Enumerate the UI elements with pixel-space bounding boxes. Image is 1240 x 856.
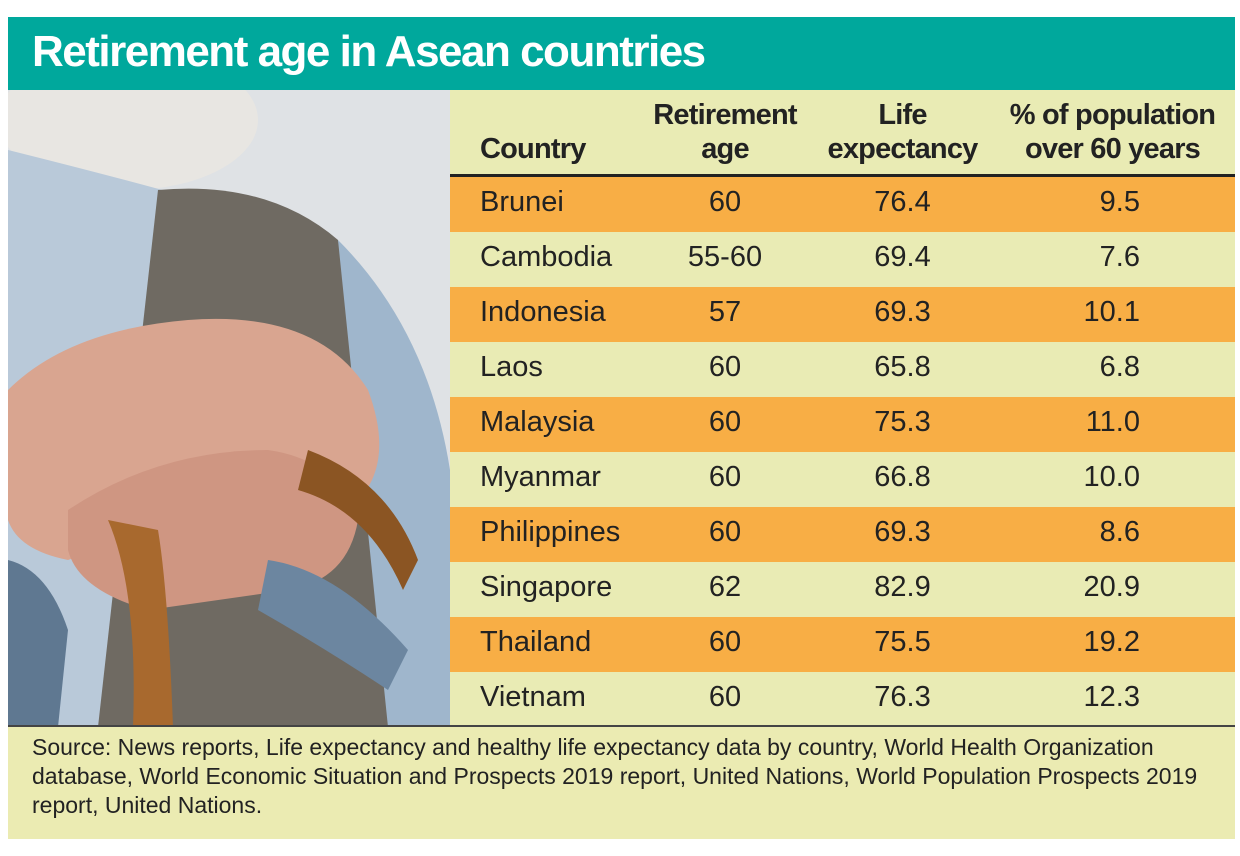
chart-title: Retirement age in Asean countries xyxy=(32,27,706,76)
life-expectancy-cell: 76.3 xyxy=(874,681,931,713)
column-header-line: Country xyxy=(480,133,586,165)
retirement-age-cell: 60 xyxy=(708,406,742,438)
retirement-age-cell: 62 xyxy=(708,571,742,603)
pct-over-60-cell: 6.8 xyxy=(1099,351,1140,383)
pct-over-60-cell: 11.0 xyxy=(1085,406,1140,438)
country-cell: Vietnam xyxy=(480,681,586,713)
pct-over-60-cell: 20.9 xyxy=(1083,571,1140,603)
column-header: % of population over 60 years xyxy=(995,98,1230,166)
table-row: Singapore 62 82.9 20.9 xyxy=(450,562,1235,617)
country-cell: Myanmar xyxy=(480,461,601,493)
pct-over-60-cell: 7.6 xyxy=(1099,241,1140,273)
life-expectancy-cell: 69.3 xyxy=(874,516,931,548)
life-expectancy-cell: 82.9 xyxy=(874,571,931,603)
column-header-line: Retirement xyxy=(653,99,797,131)
retirement-age-cell: 60 xyxy=(708,681,742,713)
country-cell: Laos xyxy=(480,351,543,383)
country-cell: Malaysia xyxy=(480,406,595,438)
pct-over-60-cell: 8.6 xyxy=(1099,516,1140,548)
title-bar: Retirement age in Asean countries xyxy=(8,17,1235,90)
life-expectancy-cell: 65.8 xyxy=(874,351,931,383)
table-row: Cambodia 55-60 69.4 7.6 xyxy=(450,232,1235,287)
life-expectancy-cell: 75.5 xyxy=(874,626,931,658)
retirement-table: Country Retirement age Life expectancy% of p… xyxy=(450,90,1235,727)
infographic-card: Retirement age in Asean countries Countr… xyxy=(8,17,1235,839)
country-cell: Singapore xyxy=(480,571,613,603)
retirement-age-cell: 60 xyxy=(708,351,742,383)
table-row: Laos 60 65.8 6.8 xyxy=(450,342,1235,397)
life-expectancy-cell: 69.3 xyxy=(874,296,931,328)
life-expectancy-cell: 75.3 xyxy=(874,406,931,438)
country-cell: Indonesia xyxy=(480,296,606,328)
table-row: Thailand 60 75.5 19.2 xyxy=(450,617,1235,672)
elderly-hands-on-cane-photo xyxy=(8,90,450,727)
retirement-age-cell: 57 xyxy=(708,296,742,328)
table-row: Brunei 60 76.4 9.5 xyxy=(450,177,1235,232)
pct-over-60-cell: 10.0 xyxy=(1083,461,1140,493)
retirement-age-cell: 60 xyxy=(708,186,742,218)
column-header: Country xyxy=(480,132,630,166)
table-row: Philippines 60 69.3 8.6 xyxy=(450,507,1235,562)
country-cell: Thailand xyxy=(480,626,592,658)
retirement-age-cell: 60 xyxy=(708,516,742,548)
column-header-line: % of population xyxy=(1009,99,1216,131)
column-header-line: age xyxy=(701,133,749,165)
divider xyxy=(8,725,1235,727)
pct-over-60-cell: 19.2 xyxy=(1083,626,1140,658)
table-header: Country Retirement age Life expectancy% of p… xyxy=(450,90,1235,177)
column-header-line: over 60 years xyxy=(1024,133,1201,165)
pct-over-60-cell: 12.3 xyxy=(1083,681,1140,713)
country-cell: Philippines xyxy=(480,516,621,548)
table-row: Myanmar 60 66.8 10.0 xyxy=(450,452,1235,507)
retirement-age-cell: 60 xyxy=(708,461,742,493)
column-header-line: Life xyxy=(878,99,927,131)
country-cell: Cambodia xyxy=(480,241,613,273)
pct-over-60-cell: 10.1 xyxy=(1083,296,1140,328)
source-note: Source: News reports, Life expectancy an… xyxy=(32,734,1198,818)
column-header-line: expectancy xyxy=(827,133,979,165)
life-expectancy-cell: 76.4 xyxy=(874,186,931,218)
table-row: Vietnam 60 76.3 12.3 xyxy=(450,672,1235,727)
country-cell: Brunei xyxy=(480,186,564,218)
column-header: Retirement age xyxy=(640,98,810,166)
table-row: Malaysia 60 75.3 11.0 xyxy=(450,397,1235,452)
pct-over-60-cell: 9.5 xyxy=(1099,186,1140,218)
retirement-age-cell: 60 xyxy=(708,626,742,658)
life-expectancy-cell: 69.4 xyxy=(874,241,931,273)
life-expectancy-cell: 66.8 xyxy=(874,461,931,493)
column-header: Life expectancy xyxy=(820,98,985,166)
table-row: Indonesia 57 69.3 10.1 xyxy=(450,287,1235,342)
retirement-age-cell: 55-60 xyxy=(687,241,763,273)
